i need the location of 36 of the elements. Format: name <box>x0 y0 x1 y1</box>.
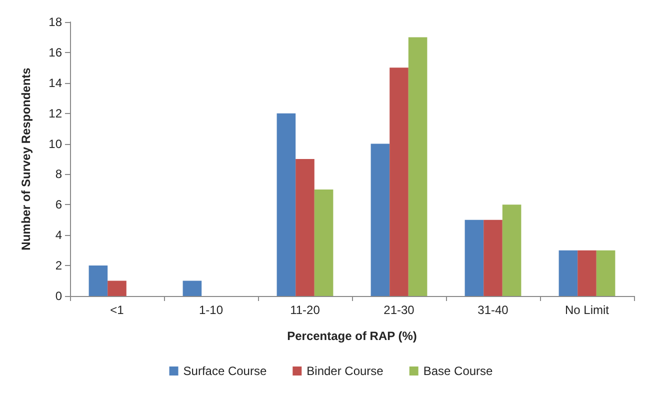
bar <box>408 37 428 296</box>
bar <box>464 220 484 296</box>
bar <box>108 280 126 296</box>
bar <box>370 144 390 296</box>
y-tick-label: 12 <box>48 106 62 120</box>
bar <box>484 220 502 296</box>
x-tick-label: 1-10 <box>198 303 224 317</box>
y-tick-label: 6 <box>55 198 62 212</box>
bar <box>88 266 108 296</box>
legend-label: Binder Course <box>306 364 384 378</box>
y-tick-label: 10 <box>48 136 62 151</box>
x-tick-label: <1 <box>110 303 124 317</box>
x-tick-label: No Limit <box>564 303 610 317</box>
y-tick-label: 0 <box>55 289 62 303</box>
legend-label: Base Course <box>423 364 494 378</box>
y-tick-label: 18 <box>48 15 62 29</box>
x-axis-title: Percentage of RAP (%) <box>287 329 417 343</box>
bar <box>596 250 616 296</box>
bar <box>314 189 334 296</box>
legend-label: Surface Course <box>183 364 267 378</box>
bar <box>182 280 202 296</box>
bar <box>276 113 296 296</box>
bar <box>558 250 578 296</box>
bar <box>578 250 596 296</box>
y-axis-title: Number of Survey Respondents <box>19 67 33 250</box>
y-tick-label: 14 <box>48 76 62 90</box>
y-tick-label: 4 <box>55 228 62 242</box>
y-tick-label: 16 <box>48 45 62 60</box>
x-tick-label: 21-30 <box>384 303 415 317</box>
bar <box>296 159 314 296</box>
bar <box>390 68 408 296</box>
x-tick-label: 31-40 <box>478 303 509 317</box>
y-tick-label: 2 <box>55 258 62 273</box>
y-tick-label: 8 <box>55 167 62 182</box>
bar <box>502 204 522 296</box>
x-tick-label: 11-20 <box>290 303 320 317</box>
